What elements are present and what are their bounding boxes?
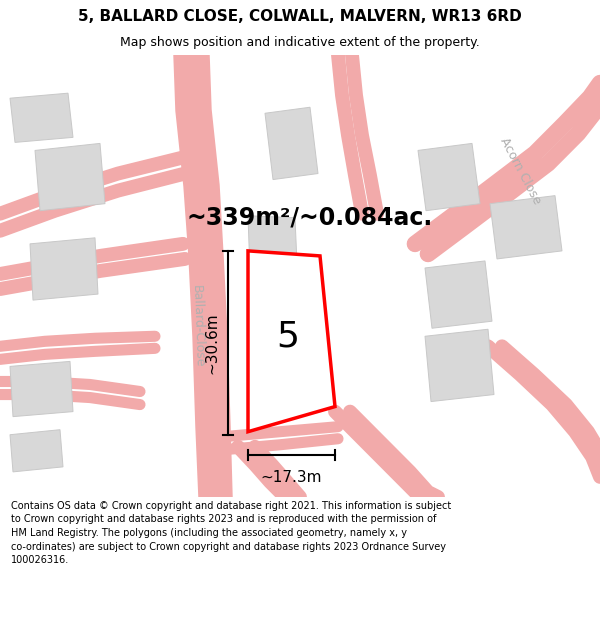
Polygon shape	[30, 238, 98, 300]
Polygon shape	[248, 251, 335, 432]
Text: ~339m²/~0.084ac.: ~339m²/~0.084ac.	[187, 206, 433, 230]
Text: Acorn Close: Acorn Close	[497, 135, 543, 206]
Polygon shape	[35, 143, 105, 211]
Polygon shape	[10, 361, 73, 417]
Polygon shape	[10, 93, 73, 142]
Polygon shape	[418, 143, 480, 211]
Polygon shape	[265, 107, 318, 179]
Text: 5, BALLARD CLOSE, COLWALL, MALVERN, WR13 6RD: 5, BALLARD CLOSE, COLWALL, MALVERN, WR13…	[78, 9, 522, 24]
Polygon shape	[425, 329, 494, 402]
Text: 5: 5	[276, 319, 299, 353]
Polygon shape	[248, 216, 300, 331]
Polygon shape	[425, 261, 492, 328]
Text: ~30.6m: ~30.6m	[204, 312, 219, 374]
Text: Contains OS data © Crown copyright and database right 2021. This information is : Contains OS data © Crown copyright and d…	[11, 501, 451, 565]
Text: Map shows position and indicative extent of the property.: Map shows position and indicative extent…	[120, 36, 480, 49]
Text: Ballard-Close: Ballard-Close	[190, 285, 206, 368]
Polygon shape	[10, 430, 63, 472]
Text: ~17.3m: ~17.3m	[261, 470, 322, 485]
Polygon shape	[490, 196, 562, 259]
